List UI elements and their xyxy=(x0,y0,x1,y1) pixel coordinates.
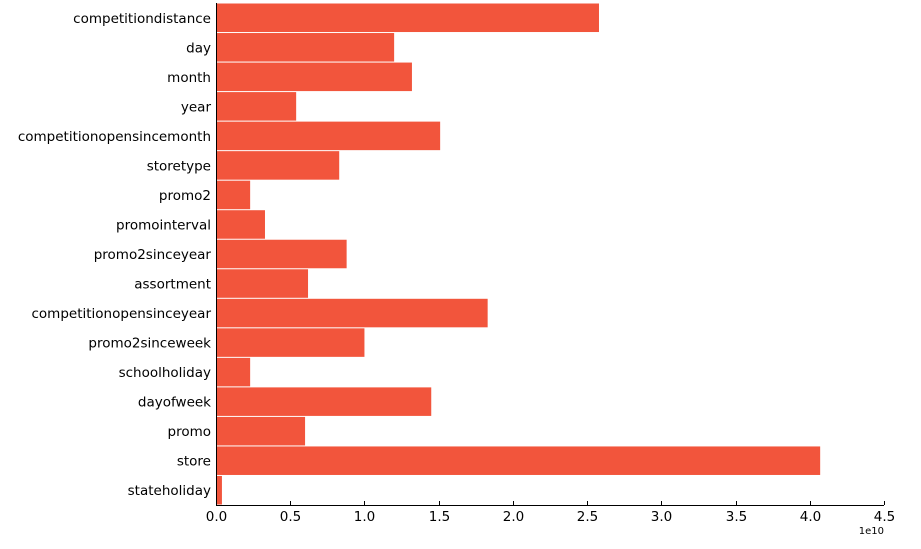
x-tick-label: 1.5 xyxy=(429,509,450,525)
y-tick-label: promo2sinceyear xyxy=(94,247,212,263)
y-tick-label: schoolholiday xyxy=(119,365,211,381)
bar-year xyxy=(216,92,297,121)
bars-group xyxy=(216,3,821,505)
x-axis-offset-label: 1e10 xyxy=(859,526,884,537)
y-tick-label: promo2sinceweek xyxy=(88,336,211,352)
bar-assortment xyxy=(216,269,309,298)
x-tick-label: 2.5 xyxy=(577,509,598,525)
y-tick-label: promo2 xyxy=(159,188,211,204)
x-tick-label: 2.0 xyxy=(503,509,524,525)
x-tick-label: 1.0 xyxy=(354,509,375,525)
y-tick-label: stateholiday xyxy=(128,483,211,499)
bar-competitionopensinceyear xyxy=(216,298,488,328)
y-tick-label: promointerval xyxy=(116,217,211,233)
y-tick-label: competitiondistance xyxy=(73,11,211,27)
bar-store xyxy=(216,446,821,475)
y-tick-label: storetype xyxy=(147,158,211,174)
bar-promo2sinceweek xyxy=(216,328,365,357)
bar-dayofweek xyxy=(216,387,432,416)
bar-month xyxy=(216,62,412,92)
bar-schoolholiday xyxy=(216,357,251,387)
bar-promo2 xyxy=(216,180,251,210)
x-tick-label: 4.5 xyxy=(874,509,895,525)
bar-promointerval xyxy=(216,210,265,239)
bar-day xyxy=(216,33,395,62)
y-tick-label: store xyxy=(177,454,211,470)
bar-promo xyxy=(216,416,306,446)
bar-competitionopensincemonth xyxy=(216,121,441,151)
y-tick-label: assortment xyxy=(134,277,211,293)
y-tick-label: competitionopensincemonth xyxy=(18,129,211,145)
x-tick-label: 3.0 xyxy=(651,509,672,525)
y-tick-label: dayofweek xyxy=(138,395,211,411)
y-tick-label: competitionopensinceyear xyxy=(32,306,212,322)
x-tick-label: 4.0 xyxy=(800,509,821,525)
bar-competitiondistance xyxy=(216,3,599,33)
bar-stateholiday xyxy=(216,475,222,505)
bar-promo2sinceyear xyxy=(216,239,347,269)
x-tick-label: 3.5 xyxy=(726,509,747,525)
y-tick-label: year xyxy=(181,99,212,115)
y-tick-labels: competitiondistance day month year competiti… xyxy=(18,11,212,499)
x-tick-label: 0.5 xyxy=(280,509,301,525)
x-axis: 0.0 0.5 1.0 1.5 2.0 2.5 3.0 3.5 4.0 4.5 xyxy=(206,3,895,525)
bar-storetype xyxy=(216,151,340,180)
x-tick-label: 0.0 xyxy=(206,509,227,525)
y-tick-label: month xyxy=(167,70,211,86)
y-tick-label: day xyxy=(186,40,211,56)
y-tick-label: promo xyxy=(168,424,212,440)
